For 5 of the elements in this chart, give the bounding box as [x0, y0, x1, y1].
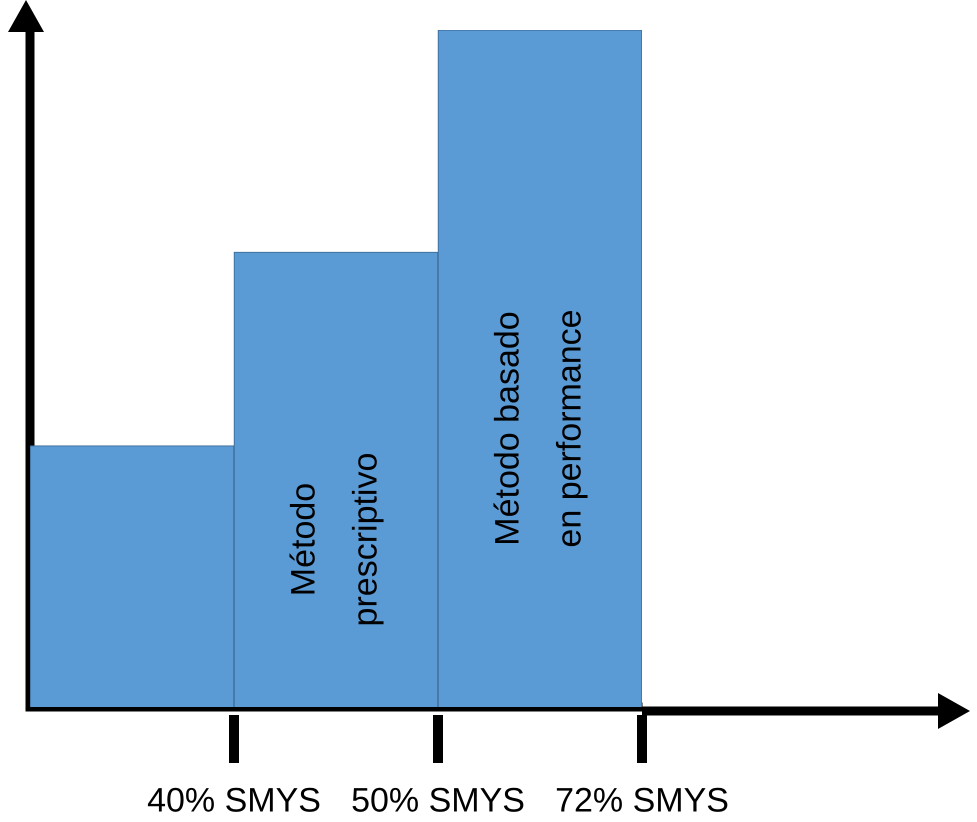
text: 50% SMYS: [351, 781, 525, 820]
text: 40% SMYS: [147, 781, 321, 820]
text: 72% SMYS: [555, 781, 729, 820]
annotation: Método prescriptivo: [284, 452, 384, 626]
annotation: Método basado en performance: [488, 309, 588, 548]
